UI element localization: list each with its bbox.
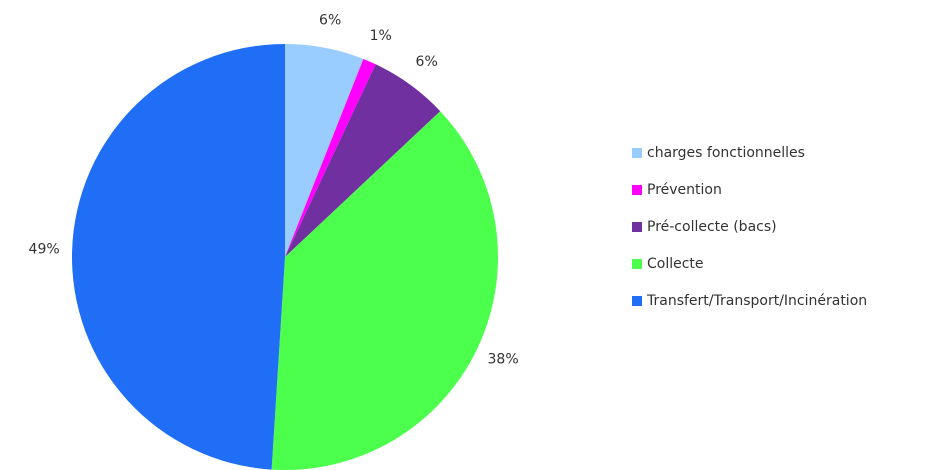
- data-label: 1%: [370, 28, 392, 44]
- data-label: 6%: [319, 12, 341, 28]
- data-label: 38%: [488, 352, 519, 368]
- pie-slice: [285, 64, 441, 257]
- pie-slice: [72, 44, 285, 470]
- legend-swatch: [632, 185, 642, 195]
- data-label: 6%: [416, 54, 438, 70]
- legend-swatch: [632, 222, 642, 232]
- pie-slice: [285, 58, 376, 257]
- legend-label: Prévention: [647, 182, 722, 198]
- pie-slice: [271, 111, 498, 470]
- legend-label: Collecte: [647, 256, 704, 272]
- legend-swatch: [632, 148, 642, 158]
- data-label: 49%: [29, 241, 60, 257]
- legend-label: charges fonctionnelles: [647, 145, 805, 161]
- legend-label: Transfert/Transport/Incinération: [646, 293, 867, 309]
- pie-slice: [285, 44, 364, 257]
- legend-swatch: [632, 296, 642, 306]
- legend-swatch: [632, 259, 642, 269]
- legend-label: Pré-collecte (bacs): [647, 219, 777, 235]
